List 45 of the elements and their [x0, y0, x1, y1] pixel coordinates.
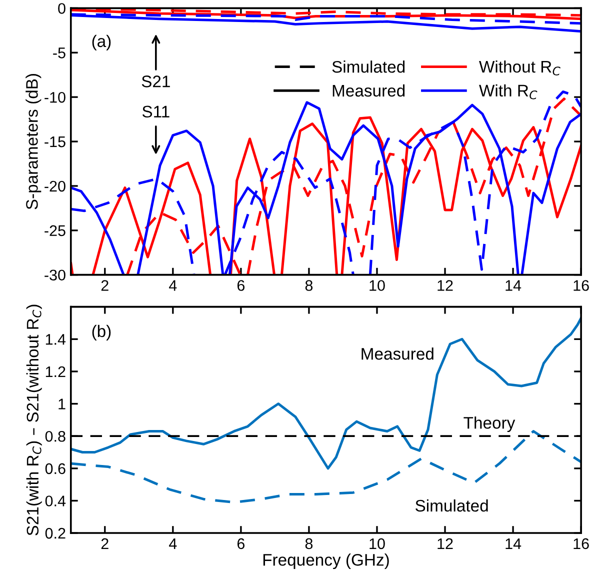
- y-tick-label: 0.2: [45, 528, 66, 539]
- series-label: Measured: [362, 348, 434, 360]
- y-tick-label: 1.2: [46, 366, 66, 377]
- annotation: S21: [142, 76, 170, 88]
- annotation: Simulated: [332, 60, 405, 73]
- x-tick-label: 16: [574, 538, 589, 550]
- y-tick-label: -30: [44, 270, 66, 281]
- x-tick-label: 14: [506, 280, 522, 291]
- x-tick-label: 10: [370, 280, 385, 291]
- x-tick-label: 16: [574, 280, 589, 291]
- y-tick-label: -5: [53, 48, 66, 58]
- x-tick-label: 8: [305, 280, 313, 291]
- x-tick-label: 4: [169, 280, 177, 291]
- y-tick-label: -20: [44, 180, 66, 192]
- y-tick-label: -15: [44, 136, 66, 148]
- annotation: Measured: [332, 84, 405, 97]
- x-tick-label: 12: [438, 280, 453, 291]
- x-tick-label: 6: [237, 538, 245, 550]
- y-tick-label: 1: [58, 398, 66, 410]
- y-tick-label: -25: [44, 225, 66, 236]
- annotation: (b): [92, 324, 111, 340]
- y-axis-title: S21(with R$_{C}$) – S21(without R$_{C}$): [26, 304, 42, 536]
- annotation: (a): [92, 34, 111, 50]
- legend-label: Without R$_{C}$: [479, 60, 560, 76]
- x-tick-label: 12: [438, 538, 453, 549]
- x-tick-label: 2: [101, 280, 108, 291]
- y-tick-label: 0.6: [45, 463, 66, 474]
- line-series: [70, 316, 582, 470]
- legend-label: With R$_{C}$: [479, 84, 538, 100]
- y-tick-label: 0.8: [45, 430, 66, 442]
- y-tick-label: 0: [58, 3, 66, 14]
- y-axis-title: S-parameters (dB): [26, 74, 42, 210]
- x-tick-label: 8: [305, 538, 313, 550]
- x-axis-title: Frequency (GHz): [263, 554, 389, 570]
- x-tick-label: 2: [101, 538, 108, 549]
- series-label: Simulated: [416, 499, 488, 512]
- x-tick-label: 4: [169, 538, 177, 549]
- annotation: S11: [142, 106, 170, 118]
- x-tick-label: 14: [506, 538, 522, 549]
- x-tick-label: 6: [237, 280, 245, 291]
- ref-line-label: Theory: [464, 416, 516, 432]
- x-tick-label: 10: [370, 538, 385, 550]
- y-tick-label: -10: [44, 92, 66, 103]
- y-tick-label: 0.4: [45, 496, 66, 506]
- y-tick-label: 1.4: [46, 334, 66, 345]
